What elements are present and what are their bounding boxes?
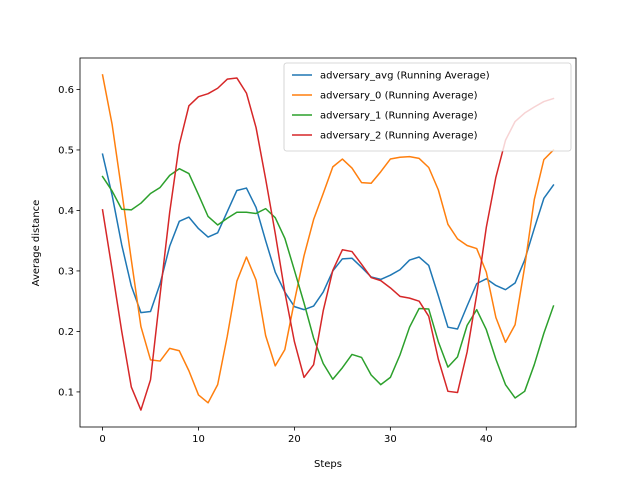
legend-box: [283, 62, 572, 152]
series-line-3: [101, 77, 555, 411]
legend-label-0: adversary_avg (Running Average): [320, 71, 490, 82]
y-tick-label-1: 0.2: [58, 327, 74, 338]
x-axis: 0 10 20 30 40: [99, 427, 493, 445]
y-tick-label-4: 0.5: [58, 145, 74, 156]
legend-label-3: adversary_2 (Running Average): [320, 131, 478, 142]
x-tick-label-1: 10: [192, 434, 205, 445]
legend: adversary_avg (Running Average) adversary…: [283, 62, 572, 152]
series-layer: [101, 74, 555, 411]
legend-label-2: adversary_1 (Running Average): [320, 111, 478, 122]
x-tick-label-3: 30: [384, 434, 397, 445]
x-tick-label-0: 0: [99, 434, 105, 445]
plot-area-frame: [79, 57, 577, 428]
y-tick-label-5: 0.6: [58, 85, 74, 96]
x-axis-label: Steps: [314, 459, 342, 470]
y-tick-label-3: 0.4: [58, 206, 74, 217]
series-line-1: [101, 74, 555, 404]
x-tick-label-4: 40: [480, 434, 493, 445]
y-axis: 0.1 0.2 0.3 0.4 0.5 0.6: [58, 85, 80, 398]
legend-label-1: adversary_0 (Running Average): [320, 91, 478, 102]
y-tick-label-2: 0.3: [58, 266, 74, 277]
y-axis-label: Average distance: [31, 200, 42, 287]
series-line-2: [101, 167, 555, 399]
y-tick-label-0: 0.1: [58, 387, 74, 398]
x-tick-label-2: 20: [288, 434, 301, 445]
